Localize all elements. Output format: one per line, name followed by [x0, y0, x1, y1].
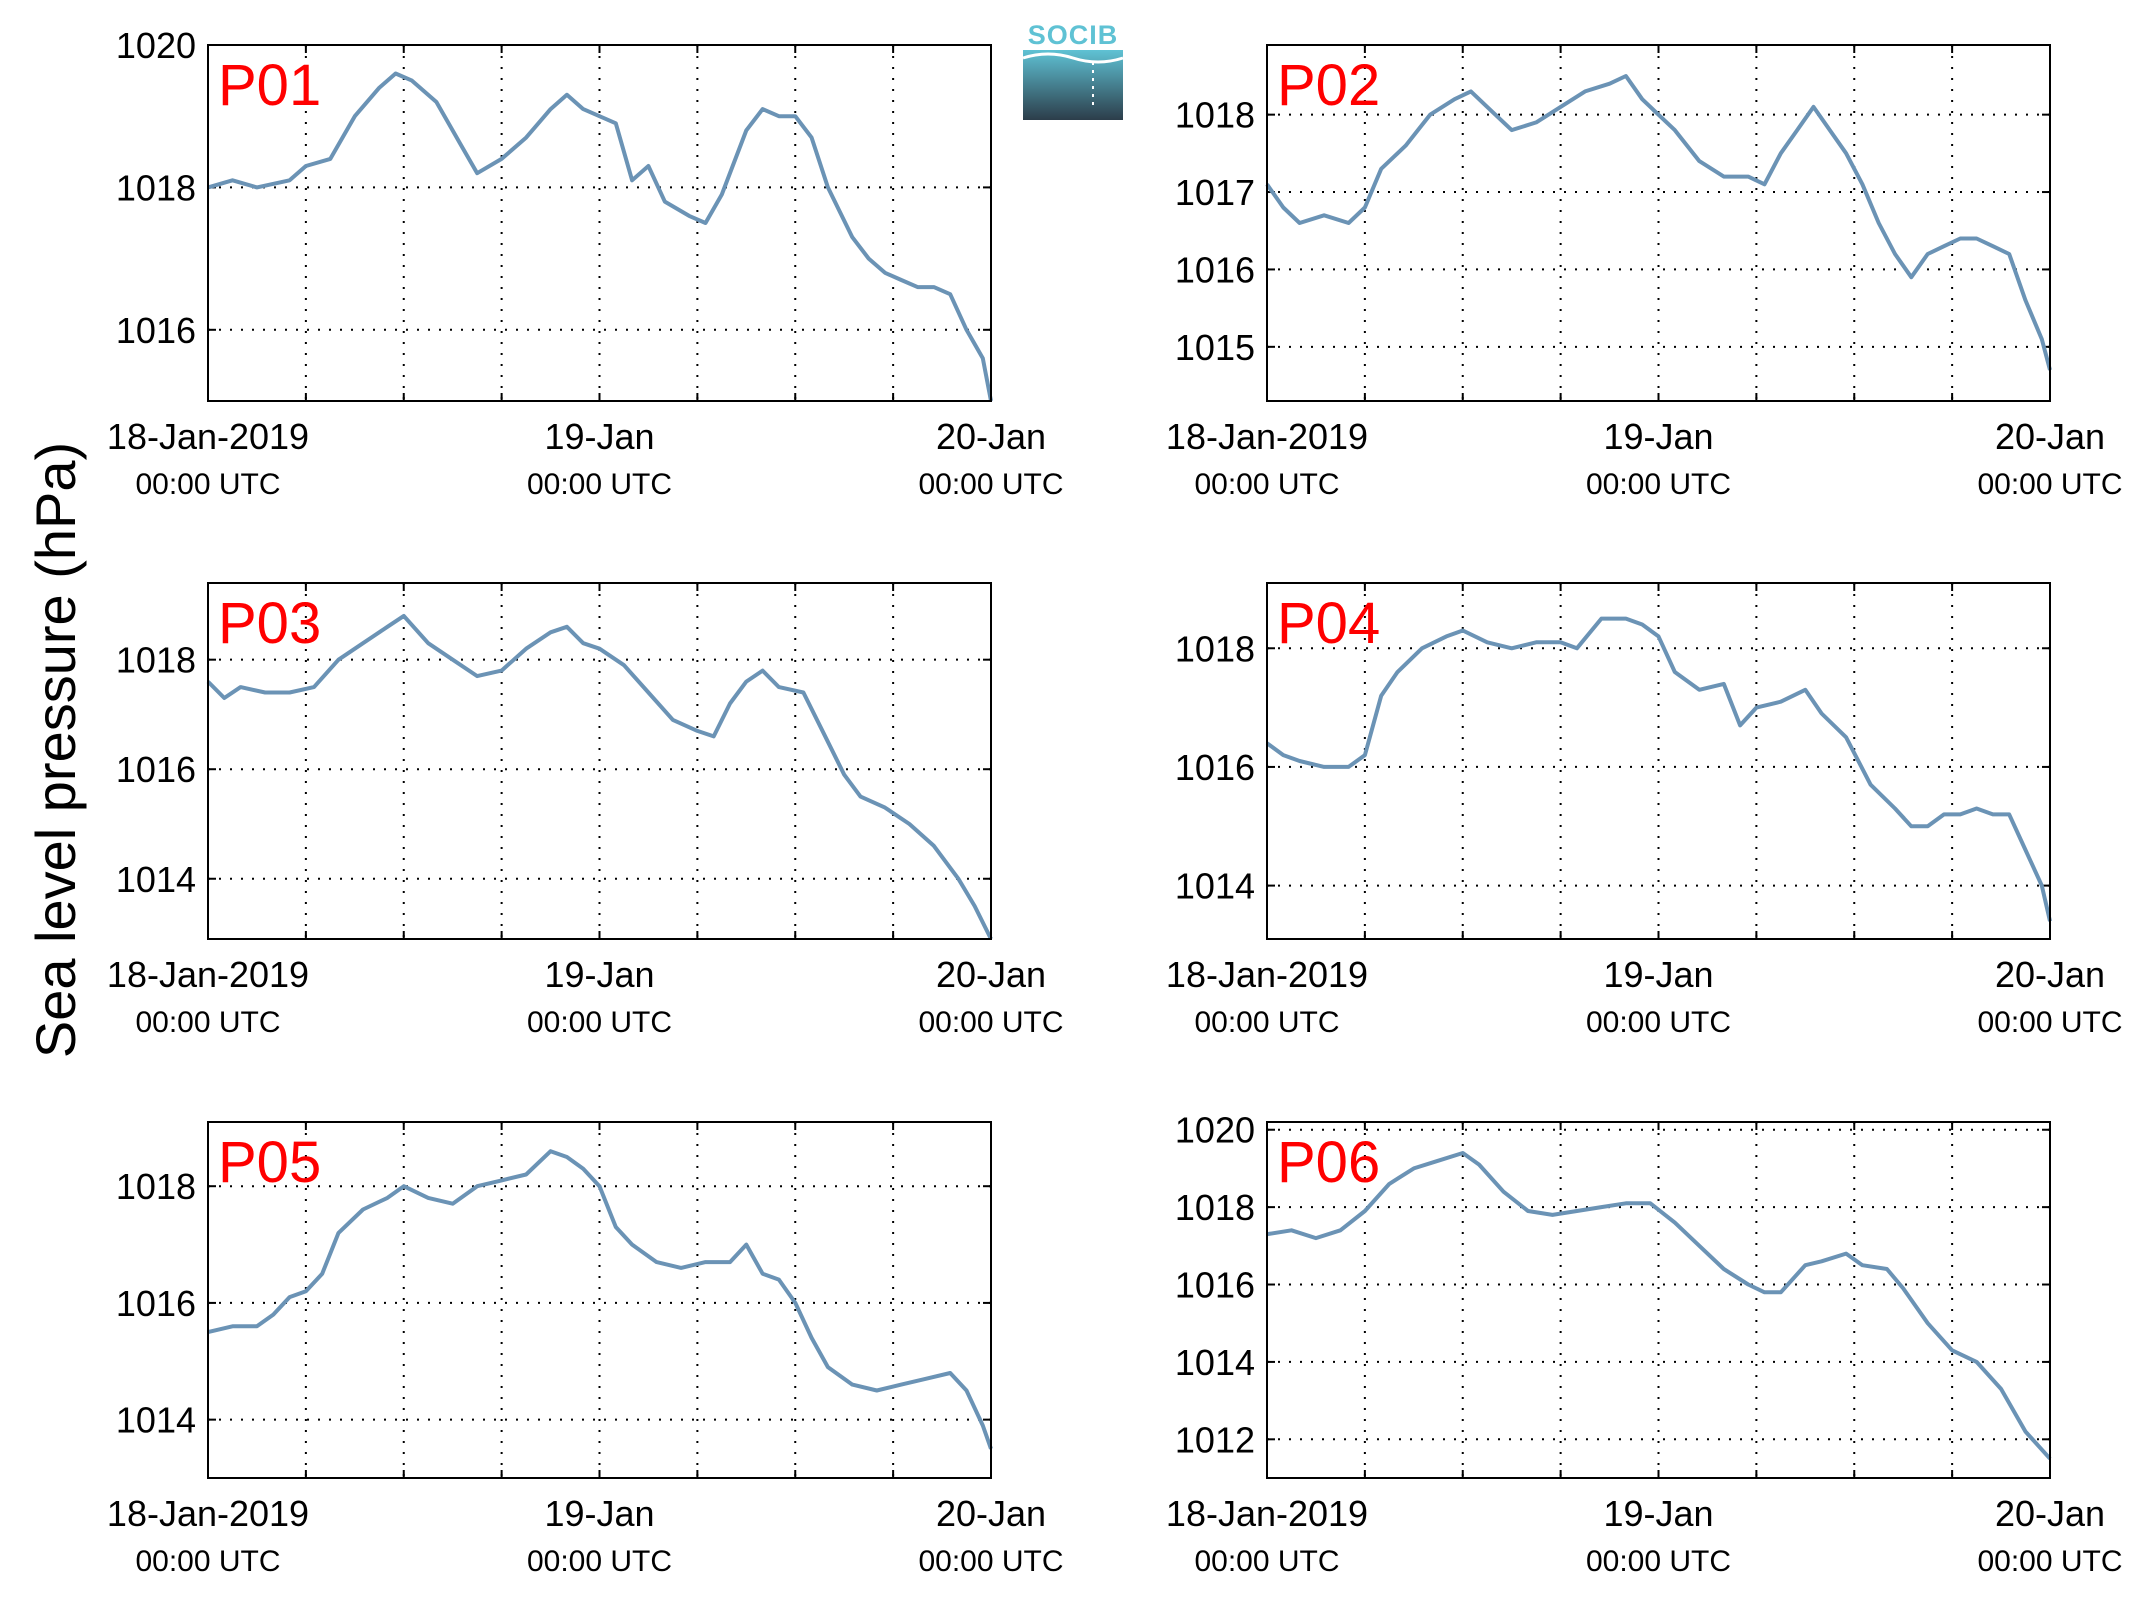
socib-logo-text: SOCIB — [1028, 20, 1119, 50]
y-tick-label: 1018 — [116, 167, 196, 208]
x-tick-label: 19-Jan — [1603, 1493, 1713, 1534]
panels: 1016 1018 1020 P01 18-Jan-2019 00:00 UTC 19-Ja… — [107, 25, 2123, 1578]
panel-label: P04 — [1277, 591, 1380, 656]
y-tick-label: 1014 — [116, 859, 196, 900]
y-tick-label: 1014 — [1175, 866, 1255, 907]
x-tick-sublabel: 00:00 UTC — [1586, 1545, 1731, 1578]
x-tick-sublabel: 00:00 UTC — [1977, 1006, 2122, 1039]
plot-frame — [207, 1121, 992, 1479]
x-tick-sublabel: 00:00 UTC — [918, 1545, 1063, 1578]
socib-logo-wave — [1022, 52, 1124, 64]
x-tick-label: 18-Jan-2019 — [107, 416, 309, 457]
panel-label: P02 — [1277, 53, 1380, 118]
panel-label: P05 — [218, 1130, 321, 1195]
y-tick-label: 1018 — [116, 640, 196, 681]
x-tick-sublabel: 00:00 UTC — [135, 1006, 280, 1039]
x-tick-label: 18-Jan-2019 — [1166, 954, 1368, 995]
x-tick-label: 19-Jan — [544, 416, 654, 457]
y-tick-label: 1018 — [116, 1166, 196, 1207]
y-tick-label: 1012 — [1175, 1419, 1255, 1460]
x-tick-sublabel: 00:00 UTC — [1586, 468, 1731, 501]
x-tick-label: 20-Jan — [1995, 1493, 2105, 1534]
x-tick-label: 19-Jan — [1603, 416, 1713, 457]
series-line-p04 — [1265, 616, 2052, 922]
panel-label: P01 — [218, 53, 321, 118]
x-tick-sublabel: 00:00 UTC — [135, 1545, 280, 1578]
panel-label: P03 — [218, 591, 321, 656]
y-tick-label: 1016 — [1175, 1265, 1255, 1306]
y-tick-label: 1020 — [116, 25, 196, 66]
socib-logo: SOCIB — [1022, 20, 1124, 120]
y-tick-label: 1015 — [1175, 327, 1255, 368]
panel-p05: 1014 1016 1018 P05 18-Jan-2019 00:00 UTC 19-Ja… — [107, 1121, 1064, 1578]
x-tick-sublabel: 00:00 UTC — [527, 1545, 672, 1578]
x-tick-label: 18-Jan-2019 — [107, 1493, 309, 1534]
series-line-p03 — [206, 613, 993, 940]
x-tick-label: 20-Jan — [936, 416, 1046, 457]
x-tick-label: 19-Jan — [544, 1493, 654, 1534]
y-tick-label: 1018 — [1175, 95, 1255, 136]
x-tick-sublabel: 00:00 UTC — [1194, 468, 1339, 501]
y-tick-label: 1016 — [116, 310, 196, 351]
panel-p06: 1012 1014 1016 1018 1020 P06 18-Jan-2019 00:00 … — [1166, 1110, 2123, 1578]
y-tick-label: 1016 — [1175, 747, 1255, 788]
x-tick-sublabel: 00:00 UTC — [527, 1006, 672, 1039]
x-tick-sublabel: 00:00 UTC — [135, 468, 280, 501]
y-tick-label: 1020 — [1175, 1110, 1255, 1151]
x-tick-label: 18-Jan-2019 — [107, 954, 309, 995]
y-tick-label: 1018 — [1175, 1187, 1255, 1228]
plot-frame — [207, 582, 992, 940]
panel-p01: 1016 1018 1020 P01 18-Jan-2019 00:00 UTC 19-Ja… — [107, 25, 1064, 501]
x-tick-sublabel: 00:00 UTC — [918, 1006, 1063, 1039]
series-line-p02 — [1265, 74, 2052, 371]
panel-p02: 1015 1016 1017 1018 P02 18-Jan-2019 00:00 UTC 1… — [1166, 44, 2123, 501]
x-tick-label: 19-Jan — [1603, 954, 1713, 995]
x-tick-sublabel: 00:00 UTC — [918, 468, 1063, 501]
y-tick-label: 1016 — [116, 1283, 196, 1324]
plot-frame — [207, 44, 992, 402]
series-line-p01 — [207, 71, 993, 402]
plot-frame — [1266, 582, 2051, 940]
y-tick-label: 1016 — [116, 749, 196, 790]
panel-p03: 1014 1016 1018 P03 18-Jan-2019 00:00 UTC 19-Ja… — [107, 582, 1064, 1039]
x-tick-sublabel: 00:00 UTC — [1977, 1545, 2122, 1578]
x-tick-sublabel: 00:00 UTC — [1586, 1006, 1731, 1039]
series-line-p06 — [1266, 1151, 2052, 1461]
y-tick-label: 1014 — [1175, 1342, 1255, 1383]
plot-frame — [1266, 44, 2051, 402]
x-tick-label: 18-Jan-2019 — [1166, 1493, 1368, 1534]
y-tick-label: 1018 — [1175, 628, 1255, 669]
panel-p04: 1014 1016 1018 P04 18-Jan-2019 00:00 UTC 19-Ja… — [1166, 582, 2123, 1039]
y-tick-label: 1016 — [1175, 249, 1255, 290]
x-tick-sublabel: 00:00 UTC — [1194, 1006, 1339, 1039]
x-tick-sublabel: 00:00 UTC — [1194, 1545, 1339, 1578]
x-tick-label: 20-Jan — [1995, 954, 2105, 995]
x-tick-label: 20-Jan — [936, 1493, 1046, 1534]
x-tick-sublabel: 00:00 UTC — [527, 468, 672, 501]
x-tick-label: 20-Jan — [1995, 416, 2105, 457]
x-tick-sublabel: 00:00 UTC — [1977, 468, 2122, 501]
y-axis-label: Sea level pressure (hPa) — [24, 442, 87, 1058]
x-tick-label: 19-Jan — [544, 954, 654, 995]
panel-label: P06 — [1277, 1130, 1380, 1195]
plot-frame — [1266, 1121, 2051, 1479]
y-tick-label: 1014 — [116, 1400, 196, 1441]
x-tick-label: 20-Jan — [936, 954, 1046, 995]
y-tick-label: 1017 — [1175, 172, 1255, 213]
x-tick-label: 18-Jan-2019 — [1166, 416, 1368, 457]
series-line-p05 — [207, 1149, 993, 1450]
